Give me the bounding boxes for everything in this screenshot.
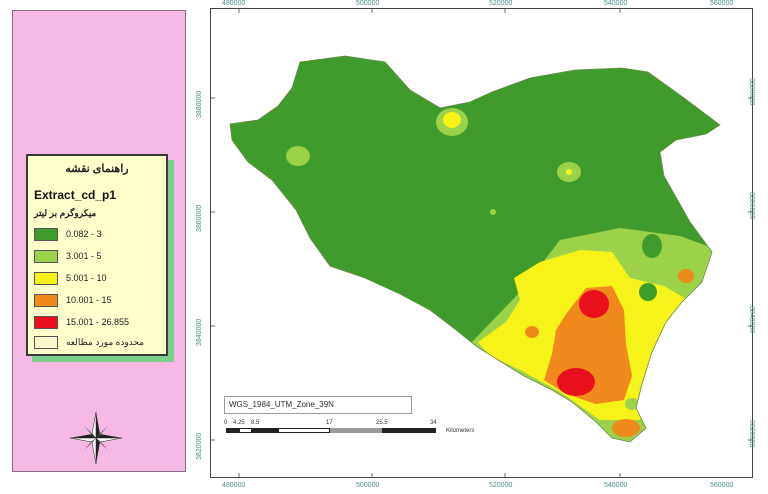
x-tick-label: 480000	[222, 0, 246, 7]
scale-bar	[226, 428, 436, 433]
x-tick-label: 540000	[604, 482, 628, 489]
scale-label: 0	[224, 420, 228, 426]
x-tick-label: 500000	[356, 482, 380, 489]
map-legend: راهنمای نقشه Extract_cd_p1 میکروگرم بر ل…	[26, 154, 168, 356]
y-tick-label: 3840000	[748, 306, 755, 334]
y-tick-label: 3880000	[196, 90, 203, 118]
y-tick-label: 3880000	[748, 78, 755, 106]
scale-label: 25.5	[376, 420, 388, 426]
scale-label: 4.25	[233, 420, 245, 426]
legend-swatch	[34, 249, 58, 263]
legend-swatch	[34, 335, 58, 349]
legend-item: محدوده مورد مطالعه	[34, 334, 144, 350]
legend-item-label: محدوده مورد مطالعه	[66, 336, 145, 347]
y-tick-label: 3840000	[196, 318, 203, 346]
scale-label: 34	[430, 420, 437, 426]
legend-item-label: 3.001 - 5	[66, 251, 102, 261]
scale-label: 8.5	[251, 420, 260, 426]
x-tick-label: 560000	[710, 482, 734, 489]
x-tick-label: 520000	[489, 482, 513, 489]
y-tick-label: 3860000	[748, 192, 755, 220]
y-tick-label: 3860000	[196, 204, 203, 232]
projection-label: WGS_1984_UTM_Zone_39N	[224, 396, 412, 414]
legend-item: 15.001 - 26.855	[34, 314, 129, 330]
legend-item-label: 0.082 - 3	[66, 229, 102, 239]
legend-item: 5.001 - 10	[34, 270, 107, 286]
x-tick-label: 520000	[489, 0, 513, 7]
x-tick-label: 540000	[604, 0, 628, 7]
legend-swatch	[34, 227, 58, 241]
legend-item: 3.001 - 5	[34, 248, 102, 264]
y-tick-label: 3820000	[748, 420, 755, 448]
legend-item-label: 5.001 - 10	[66, 273, 107, 283]
legend-swatch	[34, 271, 58, 285]
legend-title: راهنمای نقشه	[65, 163, 129, 175]
legend-item: 10.001 - 15	[34, 292, 112, 308]
x-tick-label: 500000	[356, 0, 380, 7]
legend-item: 0.082 - 3	[34, 226, 102, 242]
y-tick-label: 3820000	[196, 432, 203, 460]
x-tick-label: 560000	[710, 0, 734, 7]
legend-unit: میکروگرم بر لیتر	[34, 208, 97, 218]
legend-swatch	[34, 315, 58, 329]
legend-layer-name: Extract_cd_p1	[34, 188, 117, 202]
x-tick-label: 480000	[222, 482, 246, 489]
scale-label: 17	[326, 420, 333, 426]
legend-item-label: 15.001 - 26.855	[66, 317, 130, 327]
legend-item-label: 10.001 - 15	[66, 295, 112, 305]
scale-unit: Kilometers	[446, 428, 475, 434]
legend-swatch	[34, 293, 58, 307]
